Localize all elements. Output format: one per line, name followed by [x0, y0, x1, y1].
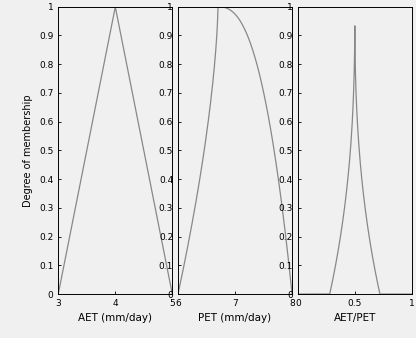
Y-axis label: Degree of membership: Degree of membership — [23, 94, 33, 207]
X-axis label: AET/PET: AET/PET — [334, 313, 376, 323]
X-axis label: AET (mm/day): AET (mm/day) — [78, 313, 152, 323]
X-axis label: PET (mm/day): PET (mm/day) — [198, 313, 272, 323]
